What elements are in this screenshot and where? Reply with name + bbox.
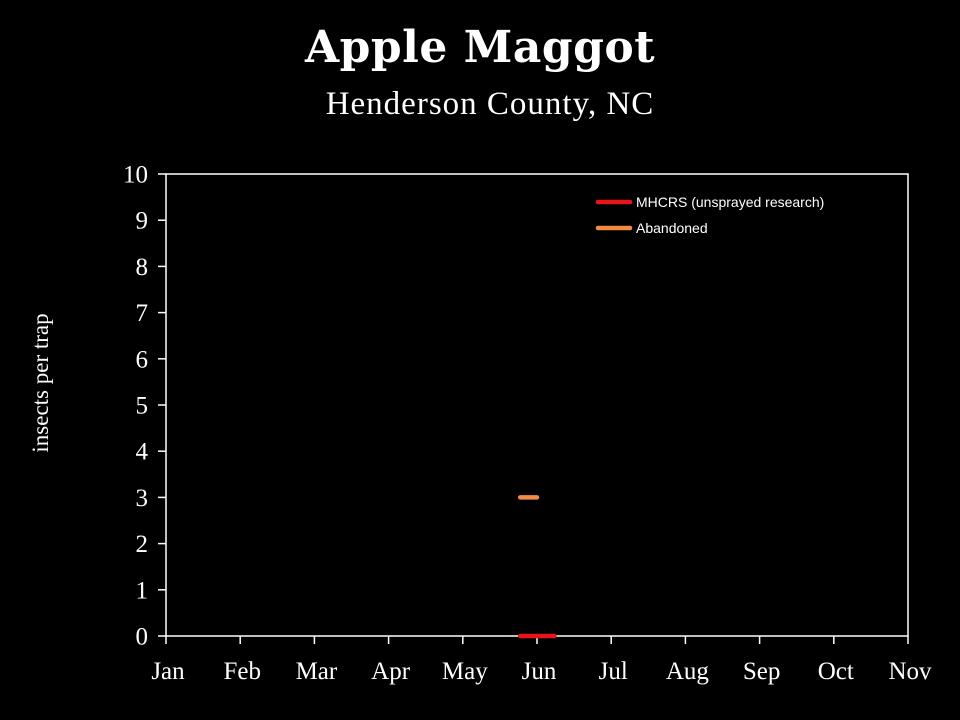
- legend-label: Abandoned: [636, 220, 708, 236]
- y-tick-label: 2: [136, 531, 149, 558]
- x-tick-label: Apr: [371, 658, 411, 685]
- y-tick-label: 3: [136, 485, 149, 512]
- data-point: [519, 496, 522, 499]
- x-axis: Jan Feb Mar Apr May Jun Jul Aug Sep Oct Nov: [151, 636, 932, 685]
- x-tick-label: Aug: [666, 658, 710, 685]
- y-tick-label: 7: [136, 300, 149, 327]
- series-layer: [517, 495, 557, 639]
- chart-title: Apple Maggot: [304, 22, 656, 73]
- y-axis-title: insects per trap: [28, 313, 53, 452]
- series-0: [517, 633, 557, 639]
- y-tick-label: 9: [136, 208, 149, 235]
- y-tick-label: 10: [123, 162, 148, 189]
- series-1: [517, 495, 540, 500]
- y-tick-label: 5: [136, 393, 149, 420]
- x-tick-label: Mar: [296, 658, 338, 685]
- x-tick-label: May: [442, 658, 488, 685]
- y-tick-label: 0: [136, 624, 149, 651]
- plot-area: [165, 173, 909, 637]
- chart-subtitle: Henderson County, NC: [325, 86, 655, 122]
- x-tick-label: Oct: [818, 658, 854, 685]
- y-tick-label: 1: [136, 577, 149, 604]
- x-tick-label: Jul: [599, 658, 628, 685]
- data-point: [553, 634, 556, 638]
- data-point: [535, 496, 539, 499]
- legend: MHCRS (unsprayed research) Abandoned: [595, 194, 824, 236]
- y-tick-label: 6: [136, 346, 149, 373]
- y-tick-label: 8: [136, 254, 149, 281]
- data-point: [519, 634, 522, 638]
- x-tick-label: Sep: [743, 658, 781, 685]
- x-tick-label: Jan: [151, 658, 185, 685]
- x-tick-label: Nov: [888, 658, 932, 685]
- y-tick-label: 4: [136, 439, 149, 466]
- x-tick-label: Jun: [522, 658, 557, 685]
- plot-frame: [165, 173, 909, 637]
- x-tick-label: Feb: [223, 658, 261, 685]
- legend-label: MHCRS (unsprayed research): [636, 194, 824, 210]
- y-axis: 0 1 2 3 4 5 6 7 8 9 10: [123, 162, 166, 651]
